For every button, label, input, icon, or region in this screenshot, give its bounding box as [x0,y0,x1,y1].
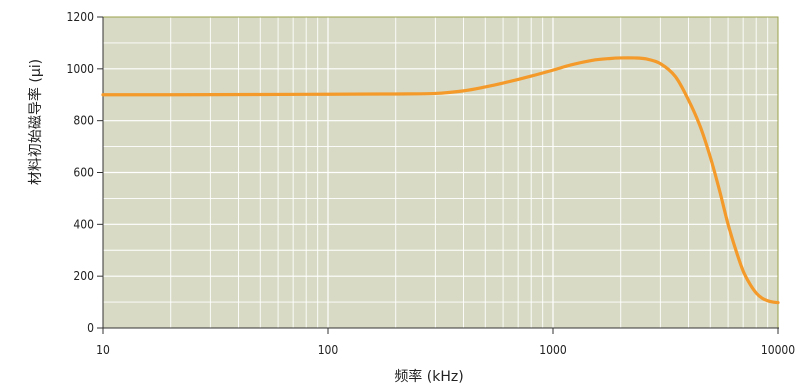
y-tick-label: 0 [87,321,94,335]
x-tick-label: 10000 [761,343,795,357]
x-tick-label: 1000 [539,343,567,357]
y-tick-label: 800 [73,114,94,128]
x-tick-label: 10 [96,343,110,357]
y-tick-label: 1000 [67,62,95,76]
y-tick-label: 400 [73,217,94,231]
axes: 0 200 400 600 800 1000 1200 10 100 1000 10000 [67,10,796,357]
y-axis-title: 材料初始磁导率 (μi) [27,59,44,185]
y-tick-label: 1200 [67,10,95,24]
y-tick-label: 200 [73,269,94,283]
x-axis-title: 频率 (kHz) [394,368,463,385]
x-tick-label: 100 [318,343,339,357]
permeability-series-line [101,56,780,305]
series-layer [101,56,780,305]
y-tick-label: 600 [73,166,94,180]
